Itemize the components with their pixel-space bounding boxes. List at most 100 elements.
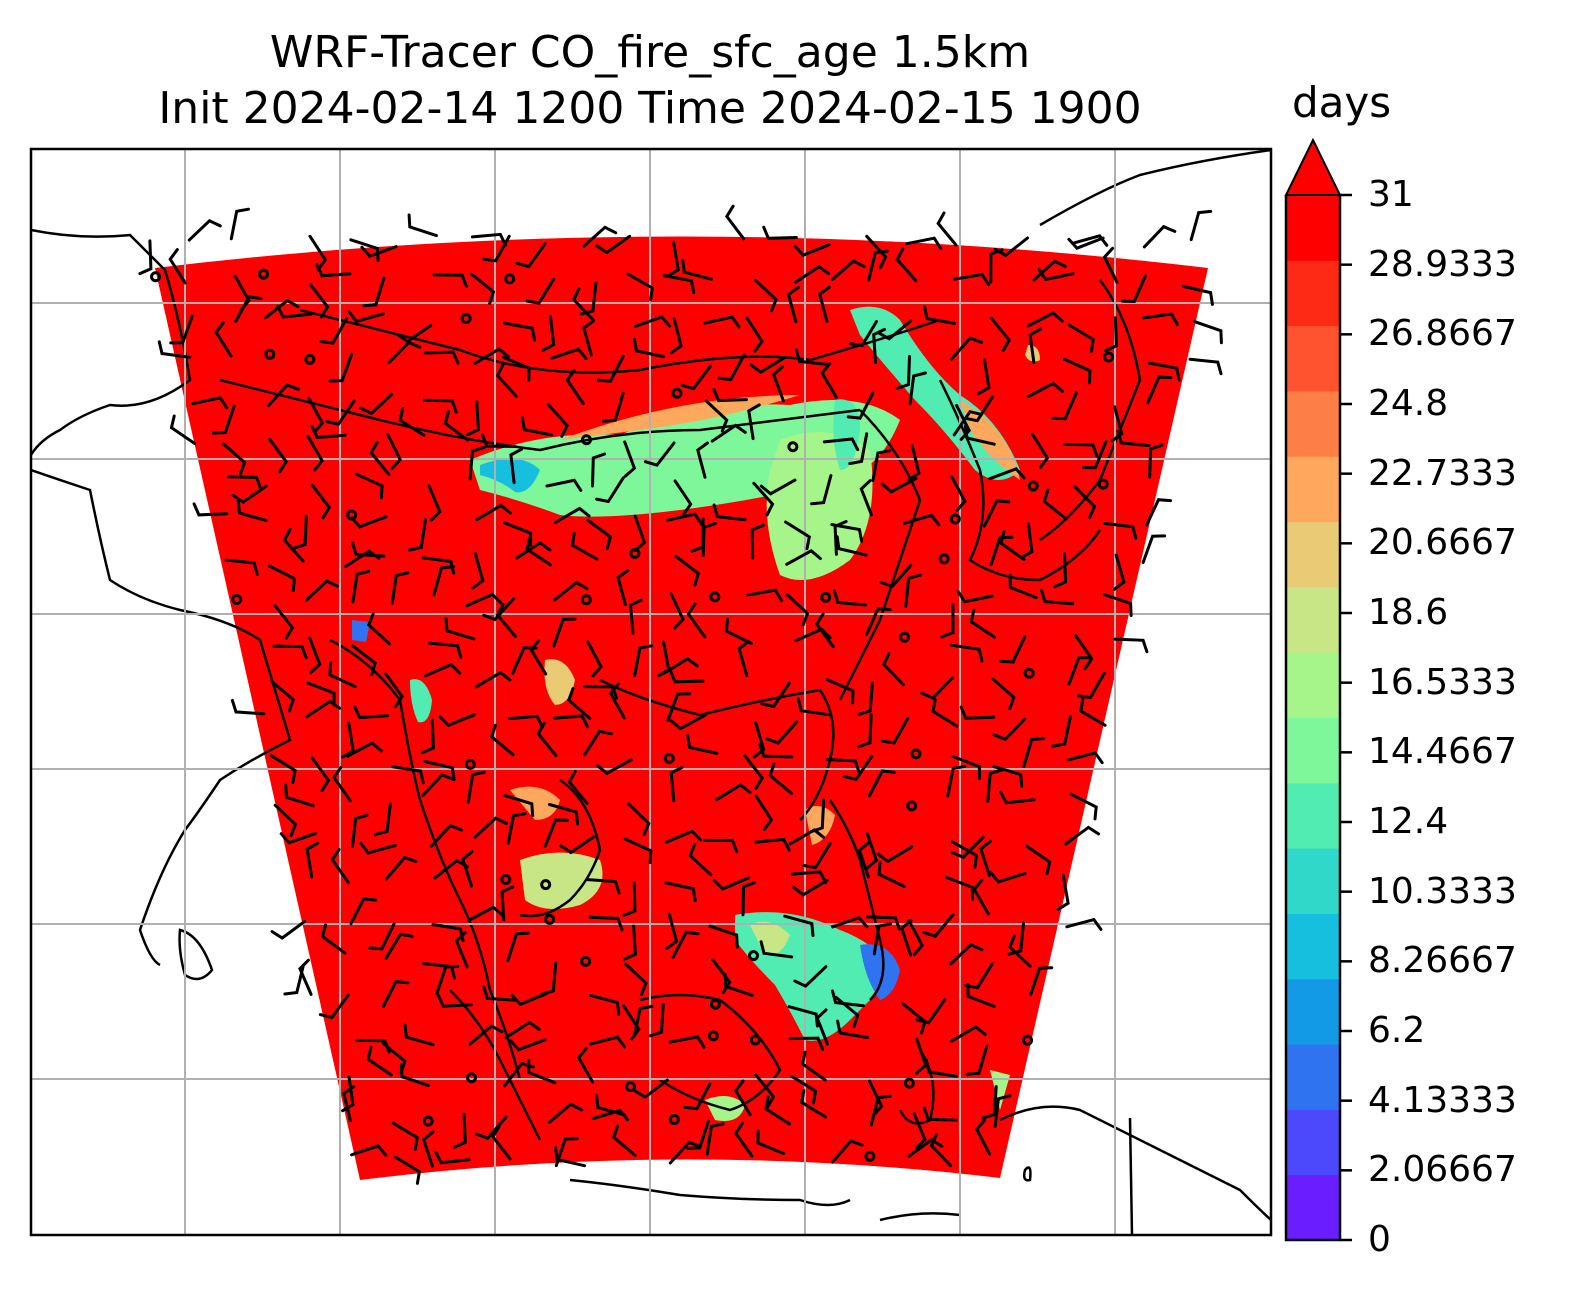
wind-barb (923, 305, 957, 325)
wind-calm-marker (580, 955, 592, 967)
wind-barb (633, 514, 647, 552)
wind-barb (1019, 522, 1034, 559)
chart-title-line-2: Init 2024-02-14 1200 Time 2024-02-15 190… (158, 83, 1142, 134)
wind-barb (325, 399, 356, 426)
wind-barb (662, 274, 696, 295)
map-frame (29, 147, 1273, 1237)
wind-barb (596, 758, 633, 776)
wind-barb (686, 734, 719, 755)
wind-barb (421, 556, 456, 575)
wind-barb (489, 723, 515, 757)
wind-calm-marker (709, 998, 721, 1010)
wind-barb (989, 535, 1014, 566)
wind-barb (865, 234, 888, 270)
wind-barb (771, 365, 785, 403)
wind-barb (965, 1044, 989, 1076)
wind-barb (950, 643, 984, 663)
wind-barb (688, 843, 713, 877)
wind-barb (491, 1125, 512, 1161)
wind-barb (1039, 588, 1075, 606)
wind-barb (989, 248, 1004, 284)
wind-calm-marker (1103, 351, 1115, 363)
wind-barb (907, 444, 921, 482)
wind-calm-marker (663, 752, 675, 764)
wind-barb (506, 812, 527, 845)
wind-barb (633, 1078, 669, 1099)
wind-calm-marker (671, 387, 683, 399)
colorbar-cell (1286, 717, 1340, 784)
wind-barb (467, 905, 504, 922)
wind-barb (622, 881, 637, 917)
wind-barb (648, 1002, 665, 1038)
wind-barb (341, 721, 355, 759)
wind-barb (905, 236, 943, 250)
colorbar-tick-label: 24.8 (1368, 383, 1449, 424)
wind-calm-marker (580, 594, 592, 606)
wind-barb (214, 321, 233, 358)
wind-calm-marker (709, 591, 721, 603)
wind-barb (318, 993, 350, 1020)
wind-barb (981, 1085, 998, 1120)
wind-calm-marker (544, 913, 556, 925)
wind-barb (668, 1140, 702, 1165)
wind-barb (536, 721, 558, 757)
wind-barb (495, 602, 517, 638)
wind-barb (267, 564, 296, 593)
wind-barb (754, 794, 774, 831)
wind-barb (608, 682, 626, 720)
wind-barb (466, 770, 486, 804)
wind-barb (963, 424, 996, 446)
wind-barb (768, 762, 793, 795)
coastline-borneo (639, 993, 782, 1112)
wind-barb (390, 571, 410, 605)
wind-barb (266, 383, 300, 408)
wind-barb (632, 1005, 654, 1038)
wind-barb (1022, 737, 1046, 768)
wind-barb (515, 242, 547, 269)
colorbar-tick-label: 18.6 (1368, 592, 1449, 633)
wind-barb (421, 1130, 435, 1168)
coastline-philippines (828, 799, 885, 1001)
coastline-russia-far-east (1039, 149, 1271, 227)
wind-barb (664, 881, 697, 903)
wind-barb (507, 714, 544, 729)
wind-barb (977, 358, 991, 396)
wind-barb (470, 232, 508, 247)
wind-barb (929, 1133, 953, 1168)
wind-barb (752, 721, 766, 759)
wind-barb (831, 989, 865, 1008)
wind-barb (832, 589, 868, 607)
border-china-central (219, 378, 861, 452)
wind-barb (436, 993, 473, 1008)
wind-barb (991, 677, 1016, 711)
wind-barb (509, 1038, 547, 1052)
wind-barb (1008, 934, 1032, 968)
colorbar-cells (1286, 195, 1340, 1241)
wind-barb (825, 758, 861, 774)
wind-barb (589, 993, 621, 1016)
wind-barb (591, 452, 607, 488)
wind-barb (746, 588, 784, 602)
wind-barb (814, 612, 835, 649)
wind-barb (665, 912, 679, 950)
wind-barb (586, 518, 613, 550)
wind-barb (944, 875, 974, 901)
wind-barb (733, 1121, 754, 1158)
wind-barb (438, 713, 476, 728)
wind-barb (351, 644, 377, 676)
wind-barb (784, 520, 811, 551)
wind-barb (1110, 405, 1124, 443)
wind-calm-marker (749, 1034, 761, 1046)
wind-barb (877, 860, 906, 888)
wind-barb (705, 1122, 725, 1156)
wind-barb (231, 484, 268, 504)
wind-calm-marker (580, 434, 592, 446)
plume-mid (544, 659, 575, 705)
wind-barb (626, 272, 654, 302)
wind-barb (305, 841, 319, 879)
colorbar-cell (1286, 325, 1340, 392)
colorbar-frame (1284, 195, 1342, 1242)
wind-barb (869, 1094, 892, 1127)
wind-barb (396, 324, 433, 344)
wind-barb (669, 713, 707, 731)
